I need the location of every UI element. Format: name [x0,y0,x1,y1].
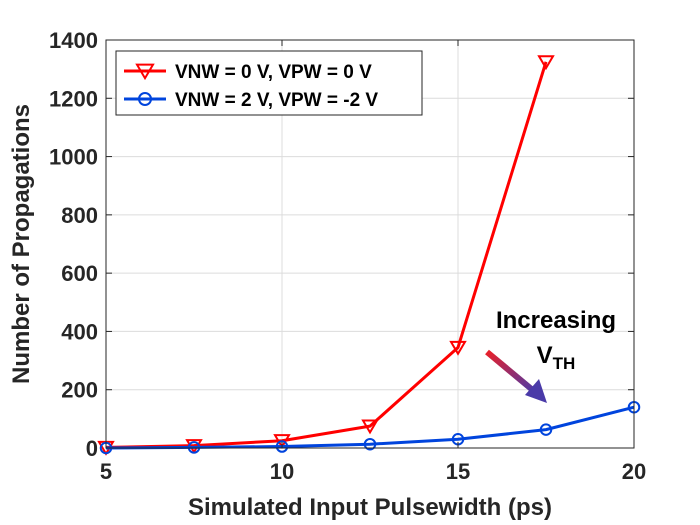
legend: VNW = 0 V, VPW = 0 V VNW = 2 V, VPW = -2 … [115,50,423,116]
annotation-line2: VTH [537,342,576,373]
y-tick-label: 1400 [49,28,98,53]
x-tick-label: 10 [270,459,294,484]
legend-label: VNW = 0 V, VPW = 0 V [175,62,372,83]
circle-marker [275,440,289,453]
series-line [105,405,635,450]
y-tick-label: 200 [61,378,98,403]
y-tick-label: 600 [61,261,98,286]
circle-marker [539,423,553,436]
annotation-vth-main: V [537,342,553,369]
legend-item: VNW = 2 V, VPW = -2 V [124,90,378,111]
x-axis-label: Simulated Input Pulsewidth (ps) [188,494,552,521]
series-2 [99,400,641,455]
annotation-vth-subscript: TH [553,354,576,373]
y-tick-label: 800 [61,203,98,228]
y-axis-label: Number of Propagations [8,104,35,384]
triangle-down-marker [135,63,155,81]
y-tick-label: 1200 [49,86,98,111]
y-tick-label: 0 [86,436,98,461]
circle-marker [138,92,152,106]
legend-label: VNW = 2 V, VPW = -2 V [175,90,378,111]
arrow-icon [485,349,547,403]
y-tick-label: 400 [61,319,98,344]
increasing-vth-annotation: Increasing VTH [485,307,616,403]
triangle-down-marker [273,434,291,449]
x-tick-label: 15 [446,459,470,484]
annotation-line1: Increasing [496,307,616,334]
legend-box [115,50,423,116]
triangle-down-marker [449,340,467,356]
circle-marker [187,441,201,454]
y-tick-label: 1000 [49,145,98,170]
legend-item: VNW = 0 V, VPW = 0 V [124,62,372,83]
tick-layer: 0 200 400 600 800 1000 1200 1400 5 10 15 20 [49,28,646,484]
circle-marker [363,437,377,451]
x-tick-label: 20 [622,459,646,484]
triangle-down-marker [361,419,379,435]
series-line [105,61,548,449]
plot-frame [105,39,635,449]
x-tick-label: 5 [100,459,112,484]
triangle-down-marker [537,55,555,71]
